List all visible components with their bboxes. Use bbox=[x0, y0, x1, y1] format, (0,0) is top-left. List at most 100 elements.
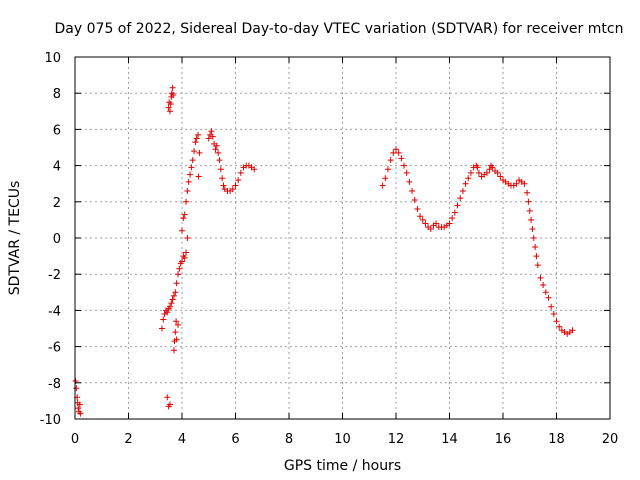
data-point bbox=[212, 146, 219, 153]
x-tick-label: 18 bbox=[548, 432, 565, 447]
data-point bbox=[403, 169, 410, 176]
data-point bbox=[188, 164, 195, 171]
data-point bbox=[166, 401, 173, 408]
data-point bbox=[170, 92, 177, 99]
y-tick-label: 0 bbox=[53, 232, 61, 247]
data-point bbox=[168, 300, 175, 307]
data-point bbox=[446, 220, 453, 227]
data-point bbox=[526, 207, 533, 214]
y-tick-label: 2 bbox=[53, 196, 61, 211]
data-point bbox=[251, 166, 258, 173]
data-point bbox=[169, 296, 176, 303]
data-point bbox=[195, 131, 202, 138]
data-point bbox=[417, 213, 424, 220]
data-point bbox=[540, 282, 547, 289]
x-tick-label: 6 bbox=[231, 432, 239, 447]
x-tick-label: 0 bbox=[71, 432, 79, 447]
data-point bbox=[183, 198, 190, 205]
data-point bbox=[166, 108, 173, 115]
data-point bbox=[173, 336, 180, 343]
x-tick-label: 16 bbox=[495, 432, 512, 447]
data-point bbox=[164, 309, 171, 316]
data-point bbox=[433, 220, 440, 227]
data-point bbox=[189, 157, 196, 164]
y-tick-label: -8 bbox=[48, 377, 61, 392]
data-point bbox=[533, 253, 540, 260]
data-point bbox=[166, 303, 173, 310]
data-point bbox=[170, 347, 177, 354]
data-point bbox=[427, 225, 434, 232]
data-point bbox=[158, 325, 165, 332]
data-point bbox=[411, 196, 418, 203]
data-point bbox=[474, 164, 481, 171]
data-point bbox=[173, 318, 180, 325]
data-point bbox=[422, 220, 429, 227]
y-tick-label: 10 bbox=[44, 51, 61, 66]
y-tick-label: -10 bbox=[40, 413, 61, 428]
data-point bbox=[395, 149, 402, 156]
data-point bbox=[192, 139, 199, 146]
data-point bbox=[409, 187, 416, 194]
data-point bbox=[406, 178, 413, 185]
data-point bbox=[191, 148, 198, 155]
data-point bbox=[235, 177, 242, 184]
data-point bbox=[220, 182, 227, 189]
data-point bbox=[181, 211, 188, 218]
data-point bbox=[205, 135, 212, 142]
data-point bbox=[419, 216, 426, 223]
data-point bbox=[160, 316, 167, 323]
x-tick-label: 10 bbox=[334, 432, 351, 447]
data-point bbox=[542, 289, 549, 296]
data-points bbox=[72, 84, 576, 417]
data-point bbox=[449, 215, 456, 222]
data-point bbox=[164, 394, 171, 401]
data-point bbox=[457, 195, 464, 202]
data-point bbox=[532, 244, 539, 251]
data-point bbox=[75, 405, 82, 412]
x-tick-label: 8 bbox=[285, 432, 293, 447]
data-point bbox=[167, 101, 174, 108]
grid-lines bbox=[75, 57, 610, 419]
data-point bbox=[216, 157, 223, 164]
data-point bbox=[196, 149, 203, 156]
data-point bbox=[379, 182, 386, 189]
x-axis-label: GPS time / hours bbox=[284, 458, 401, 474]
data-point bbox=[184, 235, 191, 241]
data-point bbox=[183, 249, 190, 256]
data-point bbox=[219, 175, 226, 182]
data-point bbox=[213, 142, 220, 149]
data-point bbox=[462, 180, 469, 187]
data-point bbox=[195, 173, 202, 180]
data-point bbox=[556, 323, 563, 330]
data-point bbox=[524, 189, 531, 196]
data-point bbox=[465, 175, 472, 182]
data-point bbox=[173, 280, 180, 287]
chart-title: Day 075 of 2022, Sidereal Day-to-day VTE… bbox=[55, 21, 624, 37]
data-point bbox=[77, 410, 84, 417]
data-point bbox=[513, 180, 520, 187]
data-point bbox=[208, 128, 215, 135]
data-point bbox=[537, 274, 544, 281]
data-point bbox=[550, 311, 557, 318]
data-point bbox=[73, 385, 80, 392]
data-point bbox=[232, 182, 239, 189]
y-tick-label: -6 bbox=[48, 341, 61, 356]
data-point bbox=[181, 254, 188, 261]
data-point bbox=[494, 169, 501, 176]
data-point bbox=[237, 169, 244, 176]
data-point bbox=[390, 149, 397, 156]
data-point bbox=[172, 329, 179, 336]
data-point bbox=[217, 166, 224, 173]
x-tick-label: 14 bbox=[441, 432, 458, 447]
data-point bbox=[401, 162, 408, 169]
data-point bbox=[414, 206, 421, 213]
data-point bbox=[187, 171, 194, 178]
data-point bbox=[229, 186, 236, 193]
data-point bbox=[530, 235, 537, 241]
data-point bbox=[398, 155, 405, 162]
data-point bbox=[179, 258, 185, 265]
data-point bbox=[170, 292, 177, 299]
y-axis-label: SDTVAR / TECUs bbox=[7, 181, 23, 296]
x-tick-label: 4 bbox=[178, 432, 186, 447]
